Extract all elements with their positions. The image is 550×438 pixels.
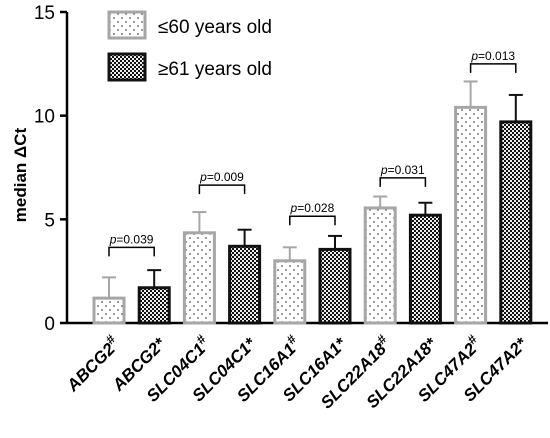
significance-bracket [379, 177, 427, 187]
bar [454, 105, 488, 325]
bar [137, 286, 171, 325]
legend: ≤60 years old ≥61 years old [107, 10, 272, 82]
bar [92, 296, 126, 325]
significance-bracket [469, 63, 517, 73]
legend-label-dots: ≤60 years old [158, 17, 272, 38]
p-value-label: p=0.031 [380, 163, 425, 177]
bar [499, 120, 533, 325]
p-value-label: p=0.009 [199, 170, 244, 184]
bar [182, 231, 216, 325]
y-tick-label: 15 [34, 3, 55, 24]
bar [408, 213, 442, 325]
y-tick-label: 0 [44, 314, 55, 335]
y-tick-label: 10 [34, 107, 55, 128]
legend-swatch-checker [107, 52, 147, 82]
bar [228, 244, 262, 325]
p-value-label: p=0.028 [290, 201, 335, 215]
bar [273, 259, 307, 325]
p-value-label: p=0.013 [470, 49, 515, 63]
legend-swatch-dots [107, 10, 147, 40]
significance-bracket [108, 246, 155, 257]
significance-bracket [198, 184, 246, 195]
significance-bracket [289, 215, 336, 226]
legend-label-checker: ≥61 years old [158, 59, 272, 80]
y-axis-label: median ΔCt [11, 127, 30, 222]
bar [318, 247, 352, 325]
y-tick-label: 5 [44, 210, 55, 231]
bar [363, 206, 397, 325]
p-value-label: p=0.039 [109, 232, 154, 246]
